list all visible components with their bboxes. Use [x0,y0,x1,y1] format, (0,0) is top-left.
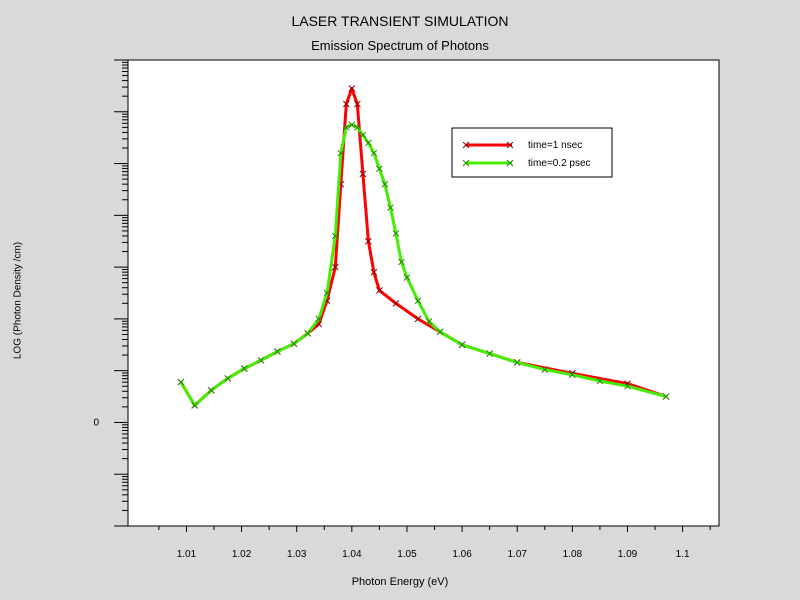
data-point [568,371,576,379]
data-point [425,318,433,325]
data-point [403,274,411,281]
data-point [353,100,361,108]
data-point [381,180,389,188]
data-point [240,365,248,372]
data-point [414,297,422,305]
data-point [331,232,339,240]
x-tick-label: 1.09 [618,549,638,560]
data-point [348,85,356,92]
x-tick-label: 1.01 [177,549,197,560]
data-point [506,159,514,167]
legend: time=1 nsec time=0.2 psec [451,127,613,178]
data-point [207,386,215,394]
data-point [224,375,232,382]
data-point [387,204,394,211]
data-point [348,121,356,129]
data-point [370,149,378,157]
data-point [436,328,444,336]
y-tick-label: 0 [93,417,99,428]
data-point [392,230,400,237]
data-point [177,378,185,386]
legend-item: time=0.2 psec [462,158,591,169]
x-tick-label: 1.06 [452,549,472,560]
data-point [506,141,514,149]
data-point [376,165,383,173]
series-line [179,123,667,407]
x-tick-label: 1.04 [342,549,362,560]
plot-area [127,59,720,527]
data-point [624,382,631,390]
x-tick-label: 1.02 [232,549,252,560]
data-point [365,139,372,147]
data-point [513,359,521,366]
data-point [359,170,367,178]
data-point [462,159,470,167]
data-point [274,348,281,355]
data-point [323,289,331,297]
data-point [376,287,383,294]
data-point [353,123,361,131]
x-tick-label: 1.1 [676,549,690,560]
data-point [331,263,339,271]
chart-subtitle: Emission Spectrum of Photons [311,38,489,53]
data-point [486,350,494,357]
data-point [315,315,323,323]
data-point [304,330,312,337]
x-axis-label: Photon Energy (eV) [351,576,449,588]
x-tick-label: 1.03 [287,549,307,560]
x-tick-label: 1.05 [397,549,417,560]
data-point [257,356,265,364]
legend-box [451,127,613,178]
legend-label: time=0.2 psec [528,158,591,169]
chart-title: LASER TRANSIENT SIMULATION [291,13,509,29]
data-point [414,315,422,323]
data-point [370,268,378,276]
data-point [596,377,604,385]
data-point [398,258,405,266]
data-point [337,149,345,157]
data-point [662,393,670,400]
series-2 [177,121,670,409]
data-point [541,366,549,373]
data-point [365,237,372,245]
data-point [342,100,350,108]
data-point [392,300,400,307]
data-point [458,341,466,349]
x-tick-label: 1.08 [563,549,583,560]
data-point [342,123,350,131]
data-point [359,131,367,139]
data-point [290,340,298,348]
legend-item: time=1 nsec [462,140,582,151]
data-point [191,402,199,409]
data-point [462,141,470,149]
legend-label: time=1 nsec [528,140,582,151]
x-tick-label: 1.07 [507,549,527,560]
